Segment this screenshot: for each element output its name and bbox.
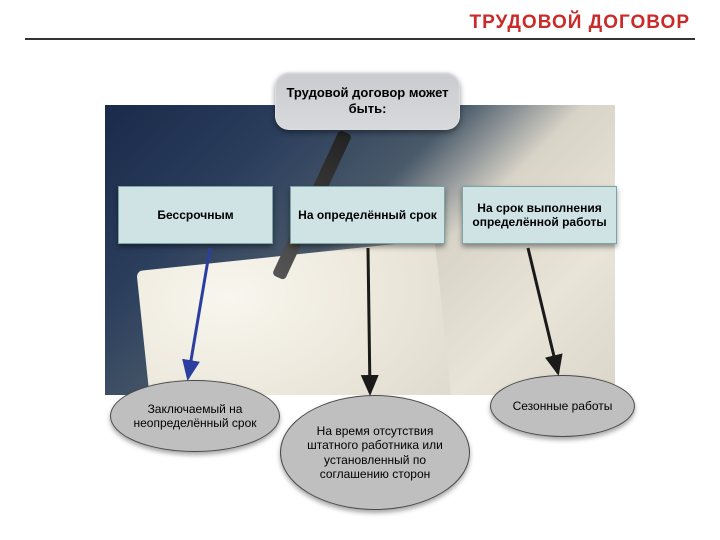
root-node-label: Трудовой договор может быть: (285, 85, 450, 118)
detail-ellipse-seasonal: Сезонные работы (490, 375, 635, 437)
page-title: ТРУДОВОЙ ДОГОВОР (470, 12, 690, 34)
detail-ellipse-indefinite: Заключаемый на неопределённый срок (110, 380, 280, 452)
category-label: На определённый срок (298, 208, 437, 222)
detail-ellipse-temporary: На время отсутствия штатного работника и… (280, 395, 470, 510)
category-box-fixed-term: На определённый срок (290, 186, 445, 244)
ellipse-label: Сезонные работы (513, 399, 613, 413)
background-photo (105, 105, 615, 395)
category-box-permanent: Бессрочным (118, 186, 273, 244)
ellipse-label: Заключаемый на неопределённый срок (125, 402, 265, 431)
category-label: Бессрочным (157, 208, 233, 222)
root-node: Трудовой договор может быть: (275, 72, 460, 130)
category-label: На срок выполнения определённой работы (469, 201, 610, 230)
category-box-specific-work: На срок выполнения определённой работы (462, 186, 617, 244)
title-underline (25, 38, 695, 40)
ellipse-label: На время отсутствия штатного работника и… (295, 424, 455, 482)
